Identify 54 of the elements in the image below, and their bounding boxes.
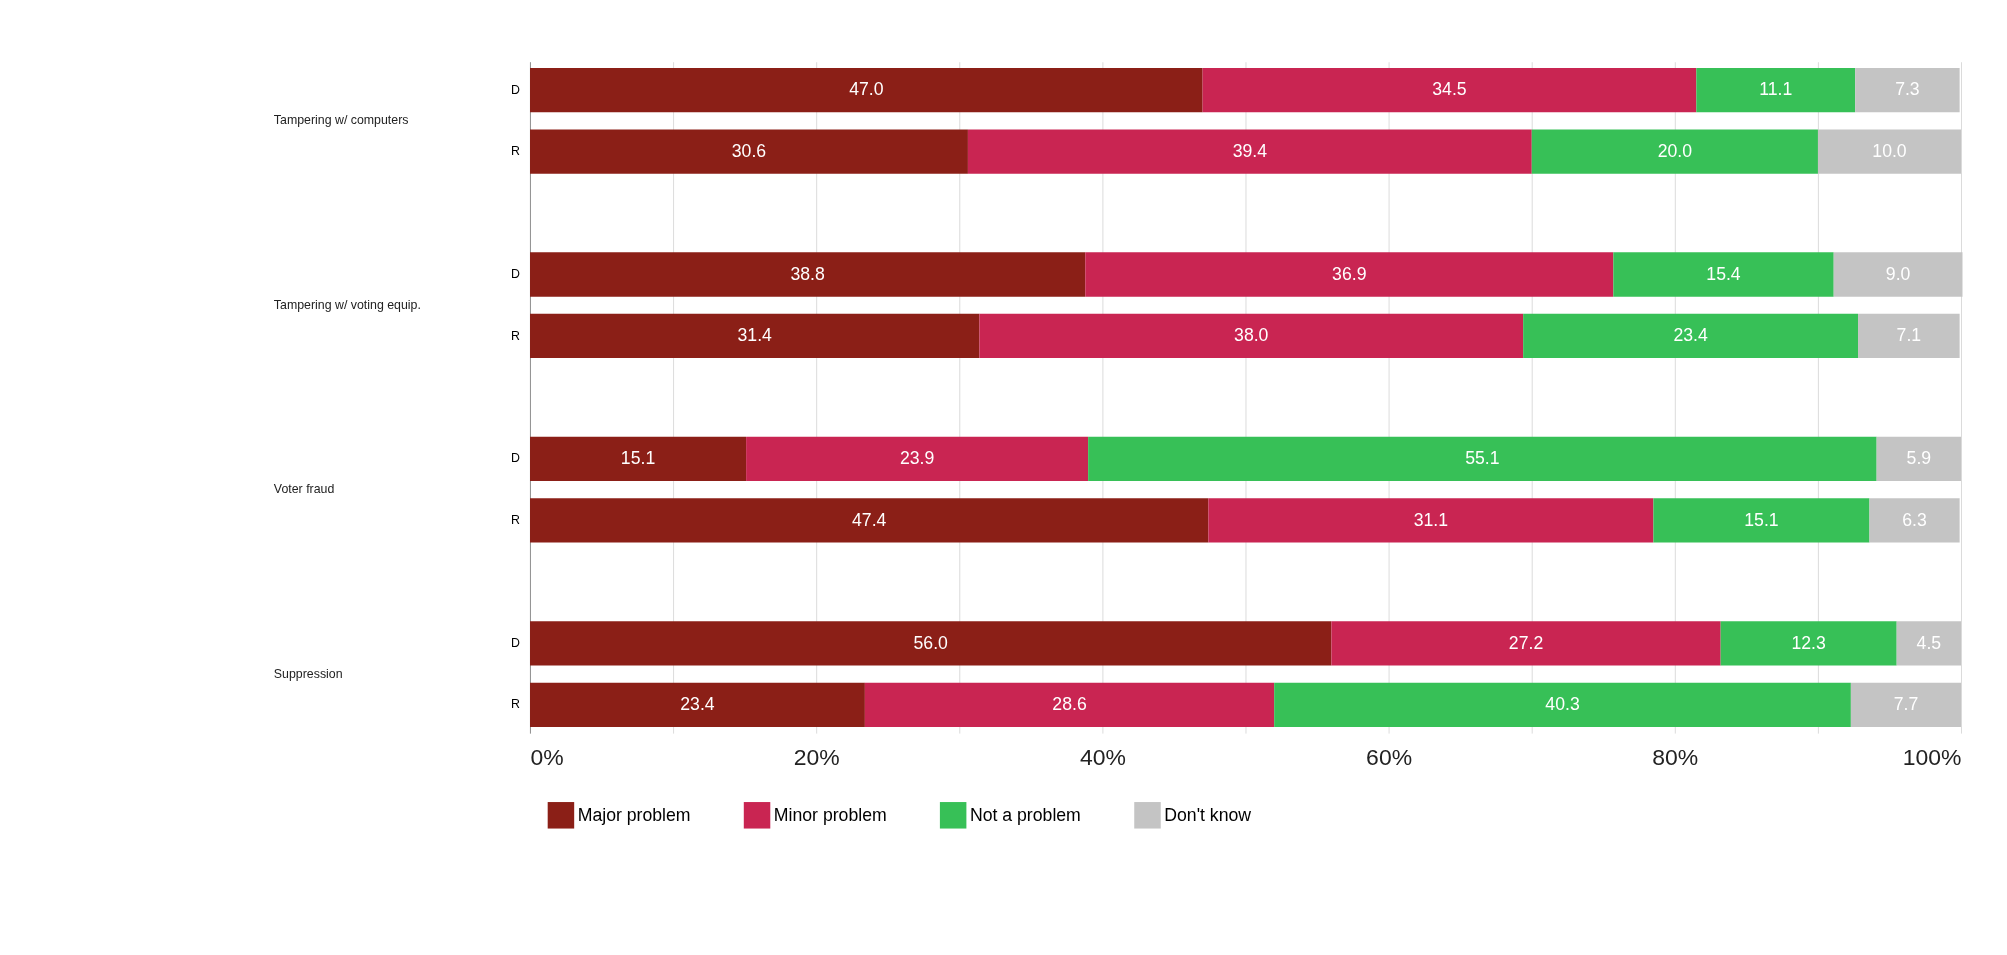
- data-label: 15.1: [1744, 509, 1779, 530]
- y-tick-label: R: [510, 328, 520, 343]
- data-label: 28.6: [1052, 694, 1087, 715]
- data-label: 7.3: [1895, 79, 1920, 100]
- data-label: 56.0: [913, 632, 949, 653]
- data-label: 10.0: [1872, 140, 1907, 161]
- x-tick-label: 40%: [1079, 743, 1126, 770]
- x-tick-label: 80%: [1652, 743, 1699, 770]
- data-label: 9.0: [1885, 263, 1911, 284]
- legend-label: Minor problem: [773, 804, 887, 825]
- data-label: 31.4: [737, 325, 773, 346]
- y-tick-label: D: [510, 635, 520, 650]
- data-label: 38.8: [790, 263, 825, 284]
- x-tick-label: 0%: [530, 743, 564, 770]
- data-label: 11.1: [1759, 79, 1793, 100]
- y-tick-label: D: [510, 267, 520, 282]
- legend-label: Not a problem: [969, 804, 1081, 825]
- data-label: 20.0: [1657, 140, 1693, 161]
- data-label: 15.4: [1706, 263, 1741, 284]
- data-label: 4.5: [1916, 632, 1942, 653]
- x-tick-label: 100%: [1902, 743, 1962, 770]
- data-label: 55.1: [1465, 448, 1500, 469]
- legend-label: Major problem: [577, 804, 691, 825]
- y-tick-label: D: [510, 82, 520, 97]
- data-label: 47.0: [849, 79, 884, 100]
- data-label: 7.1: [1896, 325, 1922, 346]
- legend-label: Don't know: [1164, 804, 1252, 825]
- data-label: 5.9: [1906, 448, 1932, 469]
- data-label: 12.3: [1791, 632, 1827, 653]
- data-label: 23.4: [680, 694, 715, 715]
- y-tick-label: D: [510, 451, 520, 466]
- text: Voter fraud: [273, 482, 335, 497]
- data-label: 47.4: [851, 509, 887, 530]
- data-label: 6.3: [1902, 509, 1928, 530]
- x-tick-label: 60%: [1366, 743, 1413, 770]
- data-label: 40.3: [1545, 694, 1580, 715]
- data-label: 38.0: [1234, 325, 1269, 346]
- data-label: 7.7: [1893, 694, 1919, 715]
- x-tick-label: 20%: [793, 743, 840, 770]
- text: Tampering w/ voting equip.: [273, 297, 421, 312]
- y-tick-label: R: [510, 512, 520, 527]
- data-label: 30.6: [731, 140, 767, 161]
- data-label: 23.4: [1673, 325, 1708, 346]
- y-tick-label: R: [510, 144, 520, 159]
- text: Suppression: [273, 666, 343, 681]
- data-label: 15.1: [620, 448, 656, 469]
- data-label: 23.9: [899, 448, 935, 469]
- data-label: 39.4: [1232, 140, 1268, 161]
- data-label: 36.9: [1332, 263, 1367, 284]
- text: Tampering w/ computers: [273, 113, 409, 128]
- data-label: 27.2: [1508, 632, 1544, 653]
- data-label: 31.1: [1413, 509, 1449, 530]
- data-label: 34.5: [1432, 79, 1467, 100]
- y-tick-label: R: [510, 697, 520, 712]
